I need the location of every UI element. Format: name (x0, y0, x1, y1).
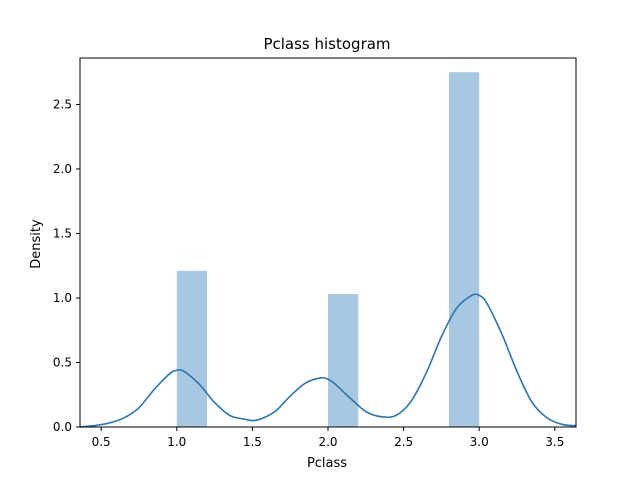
x-tick-label: 3.5 (545, 435, 564, 449)
y-tick-label: 1.5 (53, 226, 72, 240)
y-tick-label: 2.0 (53, 162, 72, 176)
histogram-bar-1 (176, 270, 208, 427)
x-axis-ticks: 0.5 1.0 1.5 2.0 2.5 3.0 3.5 (92, 427, 564, 449)
chart-title: Pclass histogram (263, 35, 390, 53)
x-axis-label: Pclass (307, 456, 347, 471)
y-axis-ticks: 0.0 0.5 1.0 1.5 2.0 2.5 (53, 97, 80, 434)
x-tick-label: 2.5 (394, 435, 413, 449)
y-tick-label: 2.5 (53, 97, 72, 111)
histogram-bar-2 (328, 294, 359, 427)
x-tick-label: 1.0 (167, 435, 186, 449)
x-tick-label: 0.5 (92, 435, 111, 449)
histogram-bars (176, 72, 480, 427)
x-tick-label: 1.5 (243, 435, 262, 449)
y-tick-label: 1.0 (53, 291, 72, 305)
histogram-bar-3 (448, 72, 480, 427)
x-tick-label: 2.0 (318, 435, 337, 449)
x-tick-label: 3.0 (470, 435, 489, 449)
kde-curve (79, 293, 577, 428)
y-axis-label: Density (29, 219, 44, 269)
y-tick-label: 0.0 (53, 420, 72, 434)
y-tick-label: 0.5 (53, 355, 72, 369)
